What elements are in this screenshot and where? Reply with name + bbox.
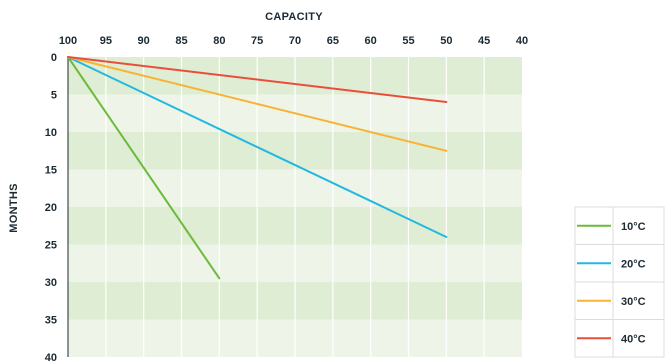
y-axis-title: MONTHS: [8, 183, 20, 232]
series-line-20C: [67, 56, 448, 238]
x-tick-label: 85: [175, 35, 187, 47]
legend-label: 40°C: [621, 333, 646, 345]
grid-lines: [105, 57, 485, 357]
series-line-40C: [67, 56, 448, 103]
x-tick-label: 50: [440, 35, 452, 47]
legend-label: 20°C: [621, 258, 646, 270]
series-lines: [67, 56, 448, 280]
x-tick-label: 80: [213, 35, 225, 47]
x-tick-label: 95: [100, 35, 112, 47]
y-tick-label: 40: [45, 352, 57, 363]
legend-label: 10°C: [621, 221, 646, 233]
x-tick-label: 100: [59, 35, 77, 47]
x-tick-label: 45: [478, 35, 490, 47]
x-tick-label: 55: [402, 35, 414, 47]
y-tick-label: 0: [51, 52, 57, 64]
x-axis-title: CAPACITY: [265, 11, 323, 23]
x-tick-label: 65: [327, 35, 339, 47]
y-tick-labels: 0 5 10 15 20 25 30 35 40: [45, 52, 57, 363]
legend-label: 30°C: [621, 296, 646, 308]
x-tick-label: 90: [138, 35, 150, 47]
y-tick-label: 35: [45, 315, 57, 327]
y-tick-label: 25: [45, 240, 57, 252]
series-line-30C: [67, 56, 448, 152]
y-tick-label: 15: [45, 165, 57, 177]
y-tick-label: 10: [45, 127, 57, 139]
y-tick-label: 5: [51, 90, 57, 102]
legend: 10°C 20°C 30°C 40°C: [574, 206, 665, 358]
series-line-10C: [67, 56, 221, 280]
y-tick-label: 20: [45, 202, 57, 214]
y-tick-label: 30: [45, 277, 57, 289]
x-tick-label: 75: [251, 35, 263, 47]
x-tick-label: 60: [365, 35, 377, 47]
x-tick-label: 70: [289, 35, 301, 47]
x-tick-labels: 100 95 90 85 80 75 70 65 60 55 50 45 40: [59, 35, 528, 47]
x-tick-label: 40: [516, 35, 528, 47]
